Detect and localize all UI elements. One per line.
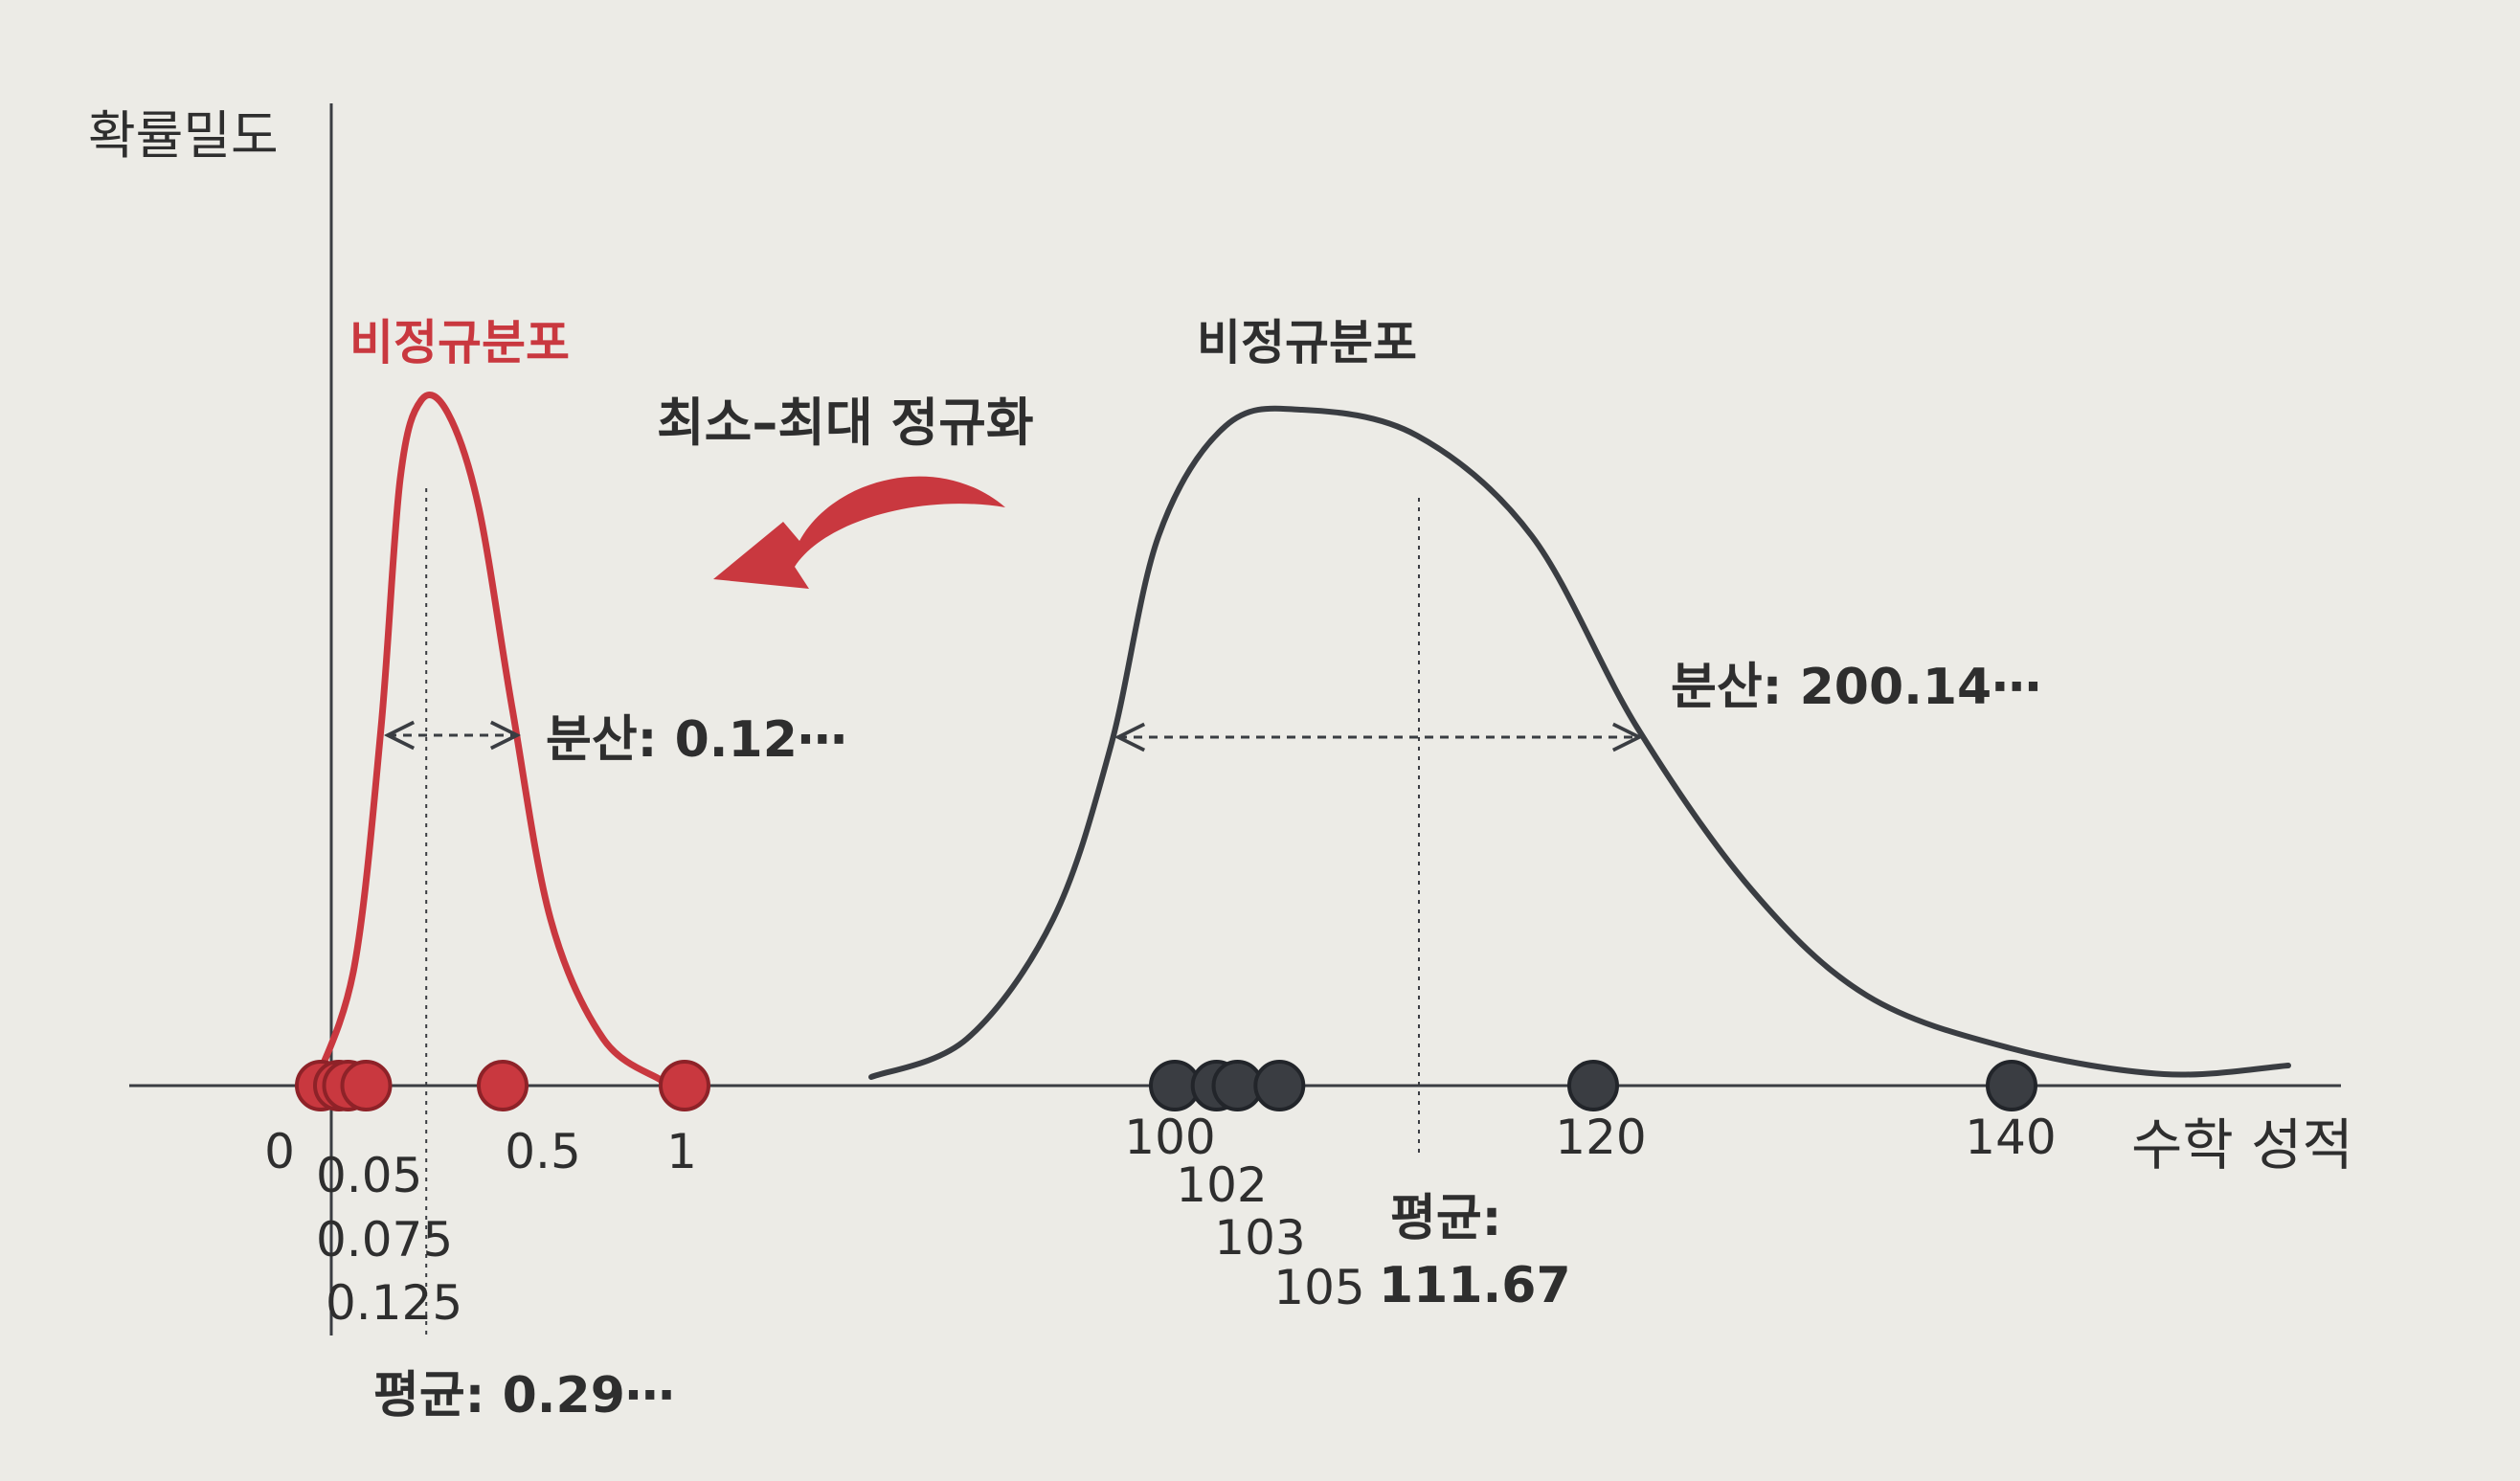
original-data-point: [1567, 1060, 1619, 1111]
original-mean-label: 평균:: [1390, 1190, 1501, 1247]
normalized-variance-label: 분산: 0.12⋯: [546, 711, 847, 769]
transform-label: 최소–최대 정규화: [657, 393, 1034, 453]
tick-label: 120: [1555, 1110, 1646, 1165]
original-title: 비정규분포: [1197, 315, 1417, 370]
normalized-title: 비정규분포: [349, 315, 570, 370]
original-variance-label: 분산: 200.14⋯: [1671, 659, 2041, 716]
tick-label: 0.5: [505, 1124, 581, 1179]
tick-label: 0: [264, 1124, 295, 1179]
tick-label: 102: [1176, 1157, 1267, 1213]
original-distribution-curve: [868, 405, 2291, 1080]
tick-label: 105: [1273, 1260, 1364, 1315]
tick-label: 100: [1124, 1110, 1215, 1165]
tick-label: 1: [666, 1124, 697, 1179]
x-axis-label: 수학 성적: [2131, 1112, 2353, 1178]
tick-label: 0.05: [316, 1148, 422, 1203]
tick-label: 0.075: [316, 1212, 453, 1268]
normalized-data-point: [477, 1060, 529, 1111]
normalized-distribution-curve: [312, 392, 664, 1086]
tick-label: 103: [1214, 1210, 1305, 1266]
normalized-data-point: [659, 1060, 710, 1111]
original-data-point: [1253, 1060, 1306, 1111]
y-axis-label: 확률밀도: [88, 105, 279, 166]
curved-arrow-left-icon: [713, 476, 1005, 589]
tick-label: 0.125: [326, 1275, 462, 1331]
normalized-mean-label: 평균: 0.29⋯: [373, 1367, 675, 1425]
original-data-point: [1986, 1060, 2037, 1111]
normalized-data-point: [340, 1060, 393, 1111]
original-mean-value: 111.67: [1379, 1257, 1571, 1314]
tick-label: 140: [1965, 1110, 2056, 1165]
